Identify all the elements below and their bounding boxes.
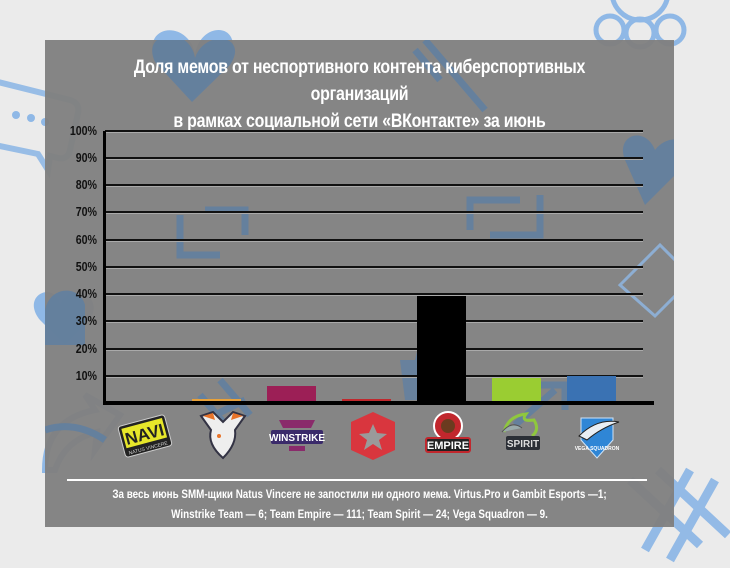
bar-team-spirit bbox=[492, 377, 541, 402]
y-tick-80: 80% bbox=[75, 178, 97, 192]
team-spirit-logo: SPIRIT bbox=[501, 412, 540, 450]
gridline bbox=[105, 320, 643, 323]
y-tick-70: 70% bbox=[75, 205, 97, 219]
footnote-line-1: За весь июнь SMM-щики Natus Vincere не з… bbox=[112, 487, 607, 501]
gridline bbox=[105, 266, 643, 269]
bar-virtus-pro bbox=[192, 399, 241, 402]
y-tick-10: 10% bbox=[75, 369, 97, 383]
plot-area bbox=[106, 131, 654, 402]
bar-team-empire bbox=[417, 296, 466, 402]
y-tick-40: 40% bbox=[75, 287, 97, 301]
gridline bbox=[105, 130, 643, 133]
team-empire-logo: EMPIRE bbox=[425, 411, 471, 453]
y-tick-100: 100% bbox=[69, 124, 97, 138]
footnote-line-2: Winstrike Team — 6; Team Empire — 111; T… bbox=[171, 507, 548, 521]
chart-title: Доля мемов от неспортивного контента киб… bbox=[95, 54, 623, 135]
svg-text:VEGA SQUADRON: VEGA SQUADRON bbox=[575, 446, 620, 452]
svg-text:SPIRIT: SPIRIT bbox=[507, 439, 539, 450]
gambit-logo bbox=[351, 412, 395, 460]
share-arrow-icon bbox=[45, 423, 107, 443]
x-axis bbox=[103, 401, 654, 405]
gridline bbox=[105, 157, 643, 160]
svg-text:EMPIRE: EMPIRE bbox=[427, 440, 469, 452]
winstrike-logo: WINSTRIKE bbox=[269, 420, 325, 451]
gridline bbox=[105, 348, 643, 351]
y-tick-90: 90% bbox=[75, 151, 97, 165]
y-tick-30: 30% bbox=[75, 314, 97, 328]
gridline bbox=[105, 293, 643, 296]
vega-squadron-logo: VEGA SQUADRON bbox=[575, 417, 620, 459]
navi-logo: NAVI NATUS VINCERE bbox=[117, 414, 173, 458]
gridline bbox=[105, 375, 643, 378]
y-tick-20: 20% bbox=[75, 342, 97, 356]
gridline bbox=[105, 211, 643, 214]
bar-vega-squadron bbox=[567, 376, 616, 402]
y-tick-50: 50% bbox=[75, 260, 97, 274]
chart-panel: Доля мемов от неспортивного контента киб… bbox=[45, 40, 674, 527]
virtus-pro-logo bbox=[199, 410, 247, 460]
y-axis bbox=[103, 131, 106, 404]
gridline bbox=[105, 239, 643, 242]
divider-line bbox=[67, 479, 647, 481]
bar-winstrike-team bbox=[267, 385, 316, 402]
chart-footnote: За весь июнь SMM-щики Natus Vincere не з… bbox=[102, 484, 618, 524]
bar-gambit-esports bbox=[342, 399, 391, 402]
gridline bbox=[105, 184, 643, 187]
chart-title-line-2: в рамках социальной сети «ВКонтакте» за … bbox=[173, 111, 546, 132]
svg-text:WINSTRIKE: WINSTRIKE bbox=[269, 433, 325, 444]
chart-title-line-1: Доля мемов от неспортивного контента киб… bbox=[133, 57, 586, 105]
y-tick-60: 60% bbox=[75, 233, 97, 247]
